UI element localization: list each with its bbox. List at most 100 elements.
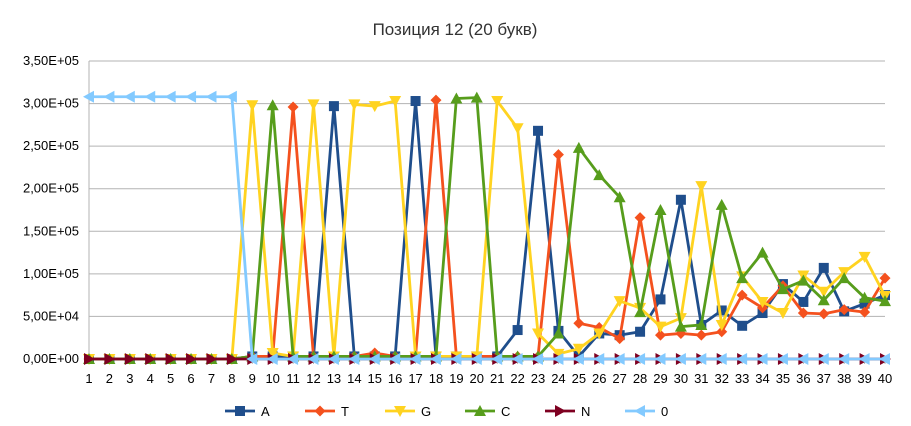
x-tick-label: 12 xyxy=(306,371,320,386)
data-point xyxy=(470,91,483,103)
data-point xyxy=(327,353,339,365)
data-point xyxy=(348,99,361,111)
data-point xyxy=(328,101,339,112)
data-point xyxy=(838,272,851,284)
x-tick-label: 5 xyxy=(167,371,174,386)
x-tick-label: 27 xyxy=(612,371,626,386)
y-tick-label: 0,00E+00 xyxy=(23,351,79,366)
plot-area xyxy=(83,90,891,365)
data-point xyxy=(532,328,545,340)
legend-marker xyxy=(634,405,645,417)
y-tick-label: 5,00E+04 xyxy=(23,308,79,323)
data-point xyxy=(715,198,728,210)
series-0 xyxy=(83,90,890,365)
y-tick-label: 3,00E+05 xyxy=(23,96,79,111)
x-tick-label: 1 xyxy=(85,371,92,386)
series-line xyxy=(89,96,886,361)
data-point xyxy=(817,353,829,365)
data-point xyxy=(776,353,788,365)
x-tick-label: 24 xyxy=(551,371,565,386)
y-tick-label: 1,00E+05 xyxy=(23,266,79,281)
data-point xyxy=(470,353,482,365)
data-point xyxy=(186,353,198,365)
data-point xyxy=(614,333,626,345)
data-point xyxy=(858,353,870,365)
legend-label: N xyxy=(581,404,590,419)
data-point xyxy=(613,296,626,308)
data-point xyxy=(450,92,463,104)
data-point xyxy=(266,353,278,365)
data-point xyxy=(348,353,360,365)
x-tick-label: 10 xyxy=(265,371,279,386)
data-point xyxy=(797,274,810,286)
data-point xyxy=(838,304,850,316)
data-point xyxy=(858,291,871,303)
data-point xyxy=(776,283,789,295)
legend-label: G xyxy=(421,404,431,419)
x-tick-label: 33 xyxy=(735,371,749,386)
x-tick-label: 22 xyxy=(510,371,524,386)
x-tick-label: 34 xyxy=(755,371,769,386)
data-point xyxy=(818,308,830,320)
series-line xyxy=(89,95,885,361)
data-point xyxy=(879,295,891,307)
data-point xyxy=(654,329,666,341)
data-point xyxy=(532,353,544,365)
data-point xyxy=(674,320,687,332)
data-point xyxy=(858,251,871,263)
data-point xyxy=(593,353,605,365)
data-point xyxy=(512,325,523,336)
x-tick-label: 8 xyxy=(228,371,235,386)
x-tick-label: 18 xyxy=(429,371,443,386)
data-point xyxy=(533,125,544,136)
data-point xyxy=(838,353,850,365)
data-point xyxy=(675,194,686,205)
x-axis: 1 2 3 4 5 6 7 8 9 10 11 12 13 14 15 16 17 18 19 20 21 22 23 24 2… xyxy=(85,358,892,386)
x-tick-label: 15 xyxy=(368,371,382,386)
legend-item: C xyxy=(465,404,510,419)
data-point xyxy=(859,298,870,309)
x-tick-label: 13 xyxy=(327,371,341,386)
legend-marker xyxy=(314,405,326,417)
data-point xyxy=(593,169,606,181)
grid-lines xyxy=(89,60,885,360)
data-point xyxy=(266,348,279,360)
data-point xyxy=(307,99,320,111)
y-tick-label: 3,50E+05 xyxy=(23,53,79,68)
legend-item: T xyxy=(305,404,349,419)
data-point xyxy=(572,343,585,355)
data-point xyxy=(307,353,319,365)
data-point xyxy=(635,326,646,337)
legend-marker xyxy=(474,405,486,416)
x-tick-label: 14 xyxy=(347,371,361,386)
x-tick-label: 39 xyxy=(857,371,871,386)
data-point xyxy=(593,328,606,340)
data-point xyxy=(205,90,217,103)
data-point xyxy=(613,191,626,203)
data-point xyxy=(83,90,94,103)
x-tick-label: 38 xyxy=(837,371,851,386)
chart-title: Позиция 12 (20 букв) xyxy=(373,20,538,39)
data-point xyxy=(817,286,830,298)
data-point xyxy=(654,204,667,215)
legend-item: 0 xyxy=(625,404,668,419)
x-tick-label: 35 xyxy=(776,371,790,386)
data-point xyxy=(572,141,585,153)
y-tick-label: 2,50E+05 xyxy=(23,138,79,153)
data-point xyxy=(715,353,727,365)
data-point xyxy=(695,318,708,330)
data-point xyxy=(287,353,299,365)
data-point xyxy=(144,90,156,103)
x-tick-label: 28 xyxy=(633,371,647,386)
data-point xyxy=(818,262,829,273)
x-tick-label: 9 xyxy=(249,371,256,386)
data-point xyxy=(756,296,769,308)
legend-item: N xyxy=(545,404,590,419)
data-point xyxy=(552,149,564,161)
data-point xyxy=(430,94,442,106)
data-point xyxy=(634,306,647,318)
data-point xyxy=(124,353,136,365)
x-tick-label: 21 xyxy=(490,371,504,386)
x-tick-label: 30 xyxy=(674,371,688,386)
